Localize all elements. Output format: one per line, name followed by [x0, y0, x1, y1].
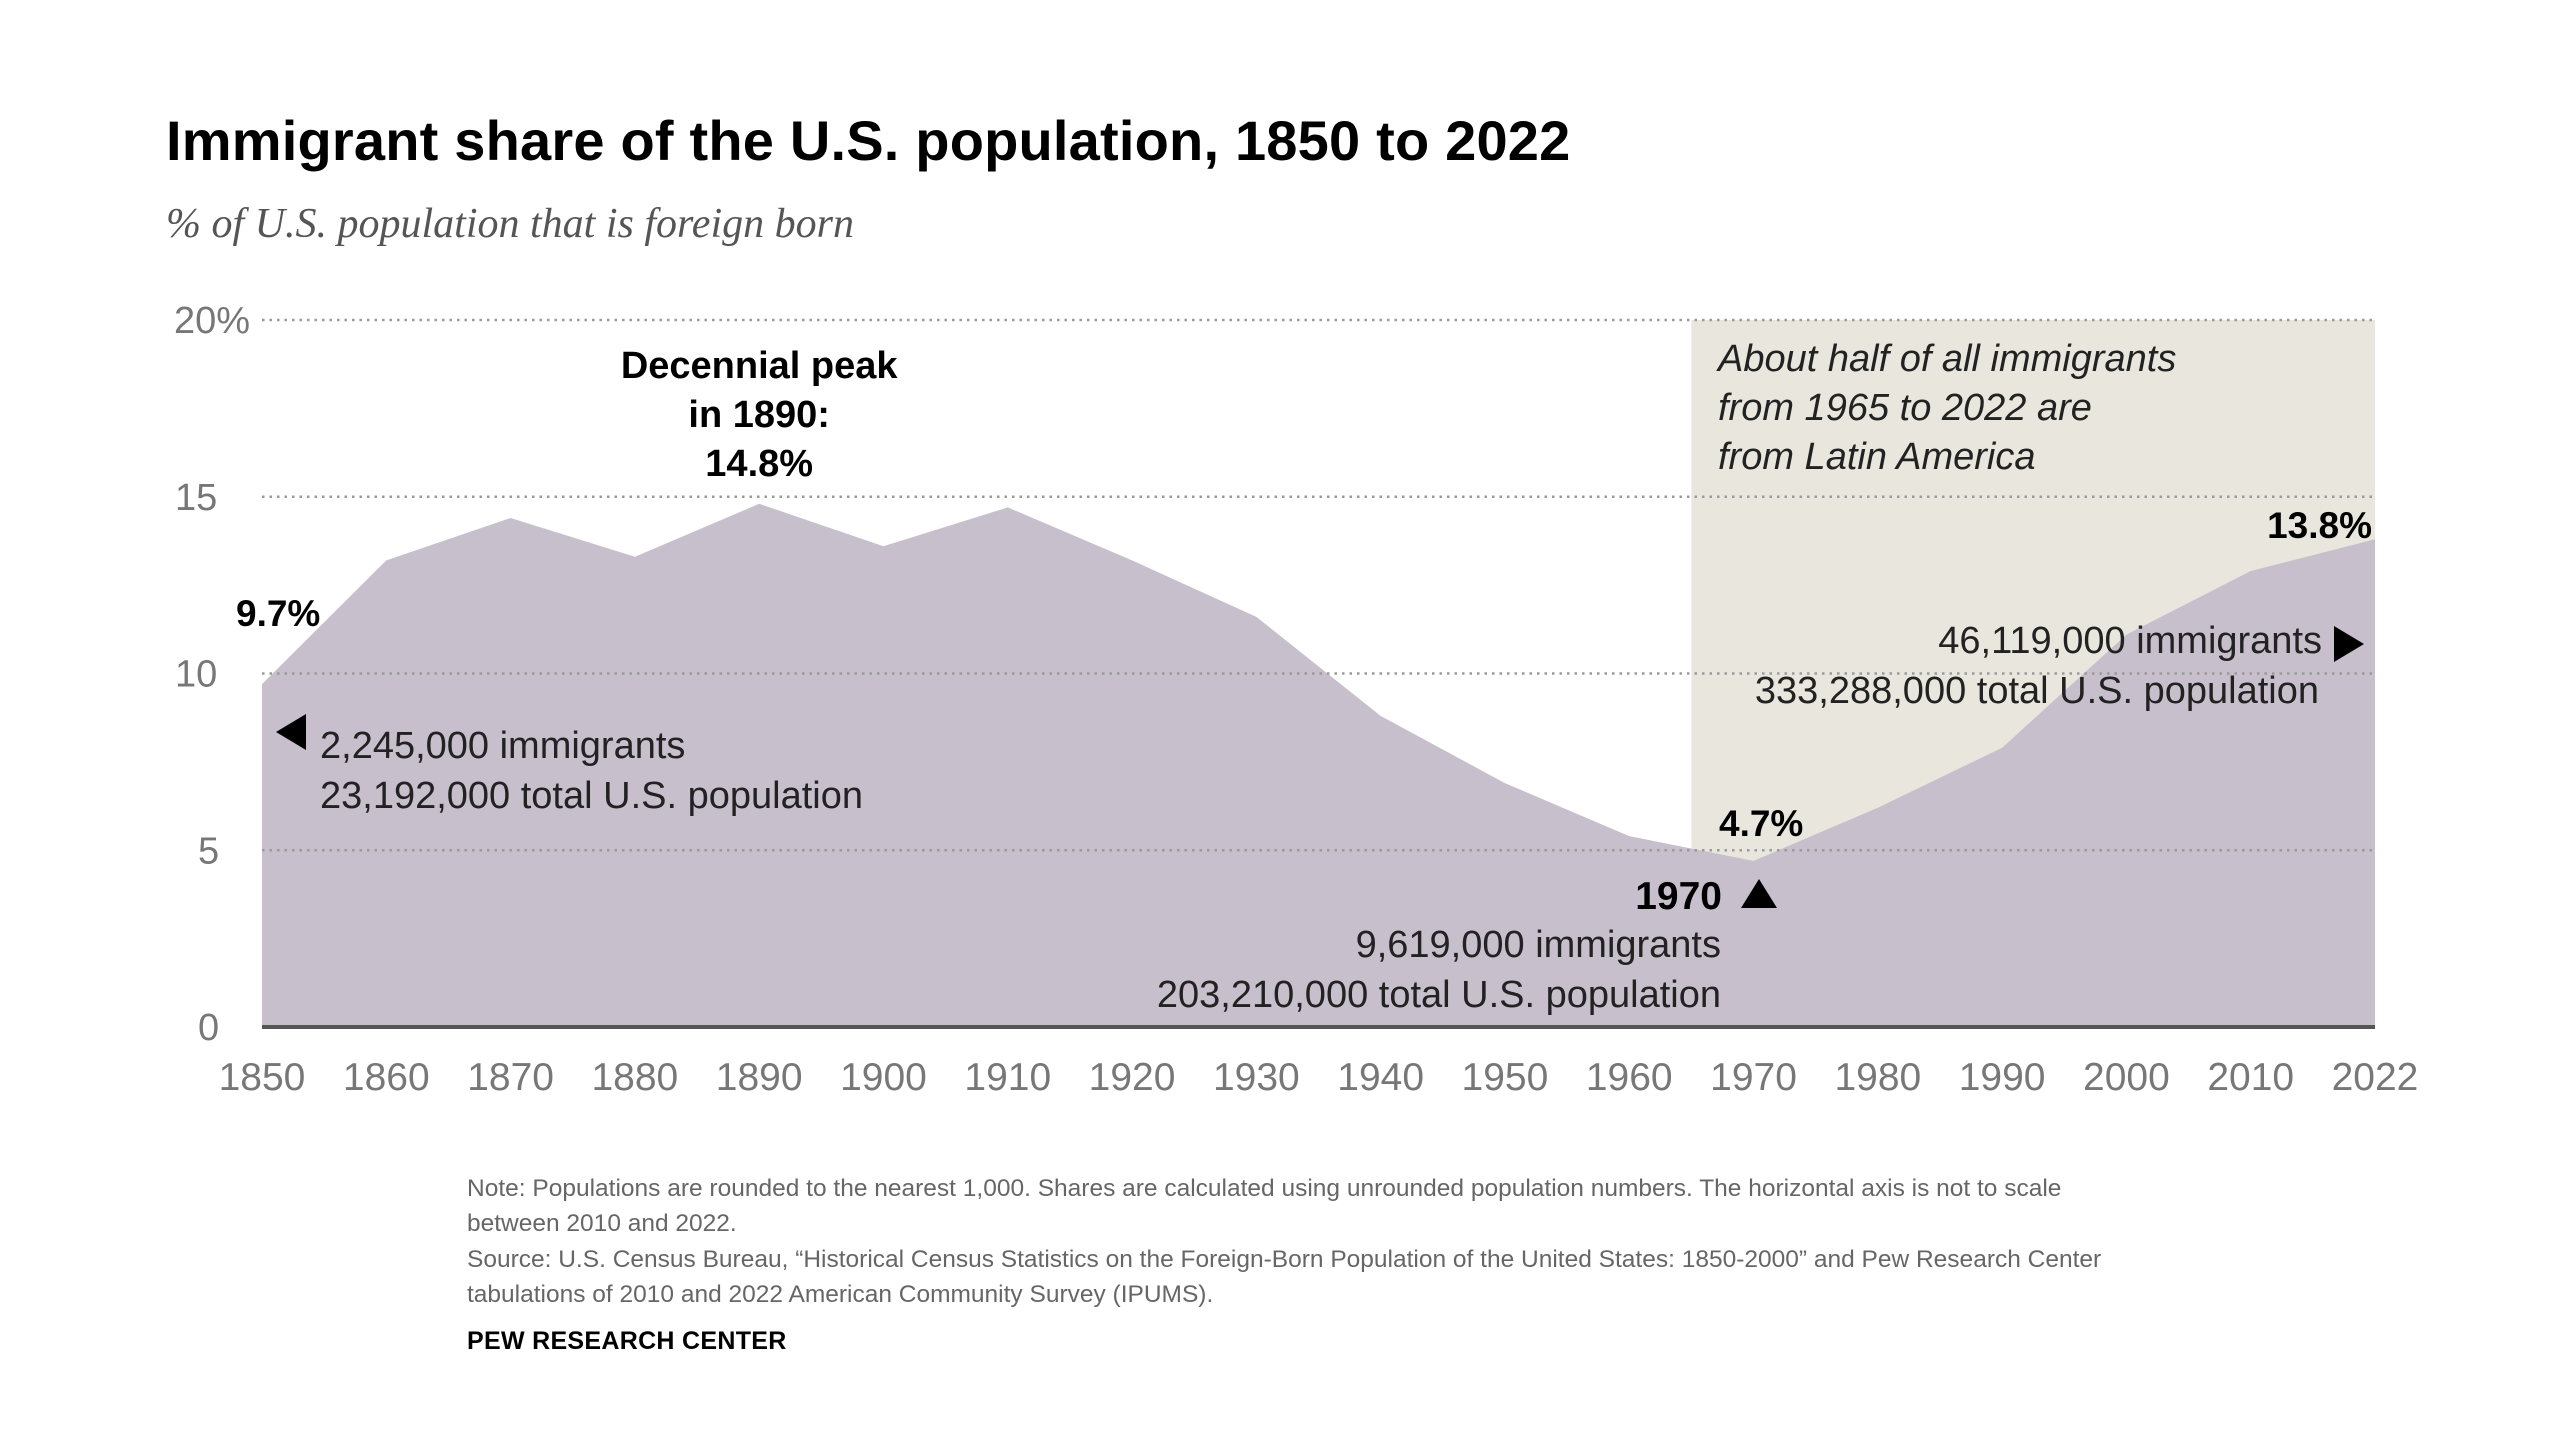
- chart-subtitle: % of U.S. population that is foreign bor…: [166, 201, 854, 247]
- end-detail-line-2: 333,288,000 total U.S. population: [1755, 670, 2319, 712]
- chart-note: Note: Populations are rounded to the nea…: [467, 1175, 2062, 1237]
- x-tick-label-1880: 1880: [591, 1056, 678, 1099]
- data-point-1970: [1752, 859, 1756, 863]
- x-tick-label-2022: 2022: [2332, 1056, 2419, 1099]
- x-tick-label-1980: 1980: [1834, 1056, 1921, 1099]
- left-pointer-icon: [276, 714, 306, 750]
- x-tick-label-1910: 1910: [964, 1056, 1051, 1099]
- data-point-1930: [1254, 615, 1258, 619]
- data-point-1990: [2000, 746, 2004, 750]
- end-detail-line-1: 46,119,000 immigrants: [1938, 620, 2322, 662]
- y-tick-label-20: 20%: [174, 300, 250, 342]
- up-pointer-icon: [1741, 879, 1777, 908]
- peak-annotation-line-3: 14.8%: [705, 443, 813, 485]
- start-detail-line-1: 2,245,000 immigrants: [320, 725, 685, 767]
- data-point-2010: [2249, 569, 2253, 573]
- data-point-1900: [881, 544, 885, 548]
- data-point-1870: [509, 516, 513, 520]
- x-tick-label-1940: 1940: [1337, 1056, 1424, 1099]
- y-tick-label-0: 0: [198, 1007, 219, 1049]
- data-point-1910: [1006, 505, 1010, 509]
- right-pointer-icon: [2334, 626, 2364, 662]
- start-detail-line-2: 23,192,000 total U.S. population: [320, 775, 863, 817]
- band-note-line-3: from Latin America: [1718, 436, 2035, 478]
- series-area: [262, 503, 2375, 1027]
- low-detail-line-1: 9,619,000 immigrants: [1356, 924, 1721, 966]
- x-tick-label-1860: 1860: [343, 1056, 430, 1099]
- x-tick-label-1890: 1890: [716, 1056, 803, 1099]
- x-tick-label-1960: 1960: [1586, 1056, 1673, 1099]
- data-point-1950: [1503, 781, 1507, 785]
- data-point-1880: [633, 555, 637, 559]
- peak-annotation-line-1: Decennial peak: [621, 345, 899, 387]
- data-point-1860: [384, 558, 388, 562]
- data-point-2022: [2373, 537, 2377, 541]
- data-point-1920: [1130, 558, 1134, 562]
- data-point-1850: [260, 682, 264, 686]
- peak-annotation-line-2: in 1890:: [688, 394, 830, 436]
- chart-credit: PEW RESEARCH CENTER: [467, 1327, 787, 1355]
- chart-title: Immigrant share of the U.S. population, …: [166, 109, 1571, 172]
- x-tick-label-1970: 1970: [1710, 1056, 1797, 1099]
- data-point-1890: [757, 502, 761, 506]
- band-note-line-1: About half of all immigrants: [1716, 338, 2176, 380]
- chart-source: Source: U.S. Census Bureau, “Historical …: [467, 1246, 2102, 1308]
- x-tick-label-1870: 1870: [467, 1056, 554, 1099]
- end-value-label: 13.8%: [2267, 505, 2372, 546]
- start-value-label: 9.7%: [236, 593, 320, 634]
- x-tick-label-1990: 1990: [1959, 1056, 2046, 1099]
- band-note-line-2: from 1965 to 2022 are: [1718, 387, 2092, 429]
- x-tick-label-1900: 1900: [840, 1056, 927, 1099]
- y-tick-label-5: 5: [198, 830, 219, 872]
- y-tick-label-15: 15: [175, 477, 217, 519]
- x-tick-label-2010: 2010: [2207, 1056, 2294, 1099]
- low-value-label: 4.7%: [1719, 803, 1803, 844]
- x-tick-label-1930: 1930: [1213, 1056, 1300, 1099]
- x-tick-label-1850: 1850: [219, 1056, 306, 1099]
- x-tick-label-1950: 1950: [1462, 1056, 1549, 1099]
- data-point-1980: [1876, 806, 1880, 810]
- y-tick-label-10: 10: [175, 654, 217, 696]
- low-year-label: 1970: [1635, 875, 1722, 918]
- low-detail-line-2: 203,210,000 total U.S. population: [1157, 974, 1721, 1016]
- data-point-1940: [1379, 714, 1383, 718]
- x-tick-label-1920: 1920: [1089, 1056, 1176, 1099]
- x-tick-label-2000: 2000: [2083, 1056, 2170, 1099]
- data-point-1960: [1627, 834, 1631, 838]
